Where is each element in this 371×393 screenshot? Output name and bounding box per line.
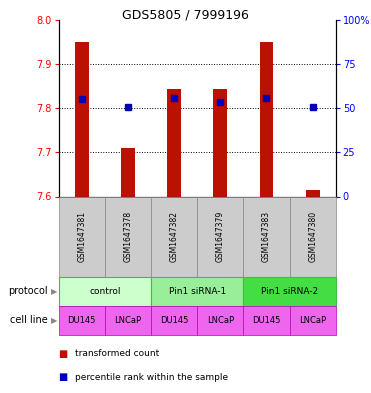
Bar [121,148,135,196]
Text: cell line: cell line [10,315,47,325]
Text: GSM1647378: GSM1647378 [124,211,132,263]
Text: GSM1647381: GSM1647381 [77,211,86,262]
Text: LNCaP: LNCaP [207,316,234,325]
Bar [59,277,151,306]
Bar [59,196,105,277]
Text: ■: ■ [59,349,68,359]
Bar [243,306,289,335]
Text: ▶: ▶ [51,287,58,296]
Text: GDS5805 / 7999196: GDS5805 / 7999196 [122,9,249,22]
Text: GSM1647382: GSM1647382 [170,211,178,262]
Bar [167,89,181,196]
Text: GSM1647380: GSM1647380 [308,211,317,263]
Text: DU145: DU145 [160,316,188,325]
Bar [243,277,336,306]
Text: DU145: DU145 [252,316,280,325]
Text: Pin1 siRNA-1: Pin1 siRNA-1 [168,287,226,296]
Bar [306,190,319,196]
Text: percentile rank within the sample: percentile rank within the sample [75,373,229,382]
Text: Pin1 siRNA-2: Pin1 siRNA-2 [261,287,318,296]
Bar [151,306,197,335]
Text: transformed count: transformed count [75,349,160,358]
Bar [289,196,336,277]
Bar [260,42,273,196]
Text: ▶: ▶ [51,316,58,325]
Bar [151,277,243,306]
Bar [59,306,105,335]
Text: control: control [89,287,121,296]
Bar [75,42,89,196]
Text: GSM1647379: GSM1647379 [216,211,225,263]
Bar [105,306,151,335]
Bar [289,306,336,335]
Bar [151,196,197,277]
Text: LNCaP: LNCaP [114,316,141,325]
Text: DU145: DU145 [68,316,96,325]
Bar [243,196,289,277]
Bar [213,89,227,196]
Text: ■: ■ [59,372,68,382]
Bar [105,196,151,277]
Text: protocol: protocol [8,286,47,296]
Bar [197,196,243,277]
Bar [197,306,243,335]
Text: GSM1647383: GSM1647383 [262,211,271,263]
Text: LNCaP: LNCaP [299,316,326,325]
